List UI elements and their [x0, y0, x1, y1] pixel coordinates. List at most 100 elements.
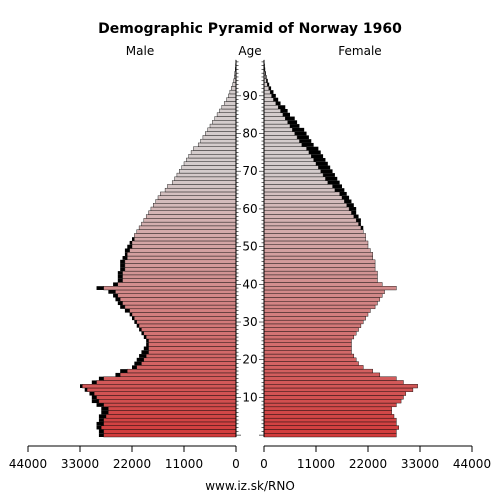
- male-bar: [119, 372, 237, 377]
- male-bar: [148, 350, 237, 355]
- female-bar: [263, 97, 274, 102]
- male-bar: [190, 150, 237, 155]
- female-bar: [263, 135, 298, 140]
- male-excess-bar: [96, 421, 104, 426]
- male-bar: [229, 89, 237, 95]
- female-bar: [263, 361, 359, 366]
- male-bar: [108, 406, 237, 411]
- female-bar: [263, 146, 307, 151]
- male-bar: [176, 172, 237, 178]
- female-bars: [263, 59, 418, 438]
- male-bar: [136, 365, 237, 370]
- x-axis: 44000 33000 22000 11000 0 0 11000 22000 33000 440…: [9, 445, 491, 471]
- male-excess-bar: [96, 403, 104, 407]
- male-bar: [141, 221, 237, 227]
- male-bar: [200, 138, 237, 144]
- female-excess-bar: [265, 71, 266, 76]
- male-excess-bar: [139, 354, 147, 358]
- male-bar: [226, 97, 237, 102]
- male-bar: [197, 142, 237, 147]
- female-bar: [263, 233, 366, 238]
- female-bar: [263, 387, 414, 392]
- source-label: www.iz.sk/RNO: [205, 479, 295, 493]
- female-bar: [263, 395, 404, 400]
- female-excess-bar: [334, 188, 345, 192]
- female-bar: [263, 297, 381, 302]
- female-bar: [263, 127, 293, 132]
- male-bar: [214, 116, 237, 121]
- male-excess-bar: [136, 357, 144, 362]
- female-bar: [263, 433, 397, 438]
- female-excess-bar: [306, 146, 319, 151]
- female-bar: [263, 335, 355, 340]
- female-bar: [263, 169, 321, 174]
- female-bar: [263, 218, 357, 223]
- male-bar: [160, 191, 237, 196]
- male-bar: [143, 357, 237, 362]
- male-excess-bar: [124, 252, 128, 257]
- female-excess-bar: [344, 199, 352, 204]
- male-bar: [145, 353, 237, 359]
- male-bar: [157, 195, 237, 200]
- male-bar: [122, 278, 237, 283]
- male-bar: [124, 267, 237, 272]
- male-bar: [103, 433, 237, 438]
- male-bar: [122, 270, 237, 276]
- male-excess-bar: [117, 278, 123, 283]
- female-bar: [263, 331, 357, 336]
- female-bar: [263, 399, 402, 404]
- male-excess-bar: [139, 327, 142, 332]
- male-excess-bar: [91, 399, 99, 404]
- male-bar: [119, 297, 237, 302]
- male-bar: [134, 316, 237, 321]
- male-bar: [117, 282, 237, 287]
- female-excess-bar: [270, 90, 274, 94]
- female-bar: [263, 176, 326, 181]
- female-bar: [263, 116, 286, 121]
- female-bar: [263, 316, 366, 321]
- male-bar: [136, 229, 237, 234]
- female-bar: [263, 421, 397, 426]
- female-bar: [263, 120, 288, 125]
- male-bar: [122, 301, 237, 306]
- male-bar: [221, 105, 237, 110]
- age-tick-label: 40: [242, 277, 257, 291]
- male-bar: [181, 165, 237, 170]
- male-excess-bar: [98, 376, 104, 381]
- male-excess-bar: [136, 323, 140, 328]
- male-excess-bar: [115, 372, 121, 377]
- male-bar: [153, 203, 237, 208]
- male-excess-bar: [132, 237, 135, 241]
- female-bar: [263, 101, 277, 106]
- male-bar: [96, 395, 237, 400]
- female-excess-bar: [351, 210, 357, 215]
- female-excess-bar: [266, 78, 268, 83]
- male-bar: [212, 120, 237, 125]
- male-bar: [219, 108, 237, 113]
- male-bar: [174, 176, 237, 181]
- male-excess-bar: [98, 429, 104, 434]
- age-tick-label: 50: [242, 240, 257, 254]
- female-excess-bar: [280, 109, 288, 113]
- male-excess-bar: [98, 433, 104, 437]
- female-bar: [263, 342, 352, 347]
- female-bar: [263, 259, 376, 264]
- female-bar: [263, 365, 364, 370]
- female-bar: [263, 414, 395, 419]
- female-bar: [263, 157, 314, 162]
- male-bars: [80, 59, 237, 438]
- male-bar: [167, 184, 237, 189]
- male-excess-bar: [127, 244, 132, 249]
- male-bar: [82, 384, 237, 389]
- female-excess-bar: [356, 218, 361, 223]
- male-bar: [131, 240, 237, 245]
- male-bar: [93, 391, 237, 396]
- male-excess-bar: [132, 365, 137, 370]
- male-bar: [131, 244, 237, 249]
- female-bar: [263, 165, 319, 170]
- female-bar: [263, 206, 350, 211]
- female-bar: [263, 214, 355, 219]
- male-bar: [193, 146, 237, 151]
- female-bar: [263, 161, 317, 166]
